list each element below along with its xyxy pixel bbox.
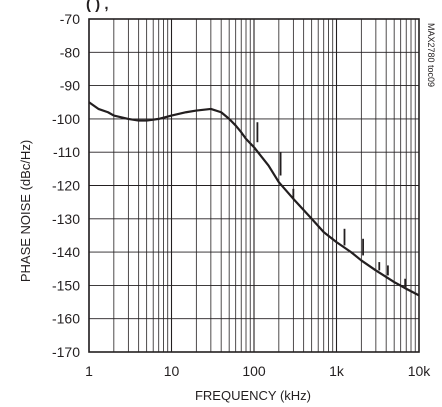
x-tick-label: 10k [408, 363, 432, 379]
x-tick-label: 100 [242, 363, 266, 379]
x-axis-title: FREQUENCY (kHz) [195, 388, 311, 403]
partial-title: ( ) , [86, 0, 109, 13]
x-tick-label: 10 [164, 363, 180, 379]
y-tick-label: -160 [52, 311, 80, 327]
y-tick-label: -90 [60, 78, 80, 94]
x-tick-labels: 1 10 100 1k 10k [85, 363, 431, 379]
y-tick-label: -110 [53, 144, 80, 160]
plot-grid [88, 18, 419, 353]
y-tick-label: -120 [52, 178, 80, 194]
x-tick-label: 1k [329, 363, 345, 379]
phase-noise-line [88, 101, 420, 297]
y-tick-label: -140 [52, 244, 80, 260]
figure-code: MAX2780 toc09 [426, 23, 436, 87]
x-tick-label: 1 [85, 363, 93, 379]
y-tick-labels: -70 -80 -90 -100 -110 -120 -130 -140 -150 -160 -17… [52, 11, 80, 360]
y-tick-label: -170 [52, 344, 80, 360]
y-tick-label: -150 [52, 277, 80, 293]
y-tick-label: -70 [60, 11, 80, 27]
y-axis-title: PHASE NOISE (dBc/Hz) [18, 140, 33, 282]
y-tick-label: -80 [60, 44, 80, 60]
y-tick-label: -130 [52, 211, 80, 227]
y-tick-label: -100 [52, 111, 80, 127]
spur-group [256, 122, 407, 288]
plot-frame [88, 18, 420, 353]
